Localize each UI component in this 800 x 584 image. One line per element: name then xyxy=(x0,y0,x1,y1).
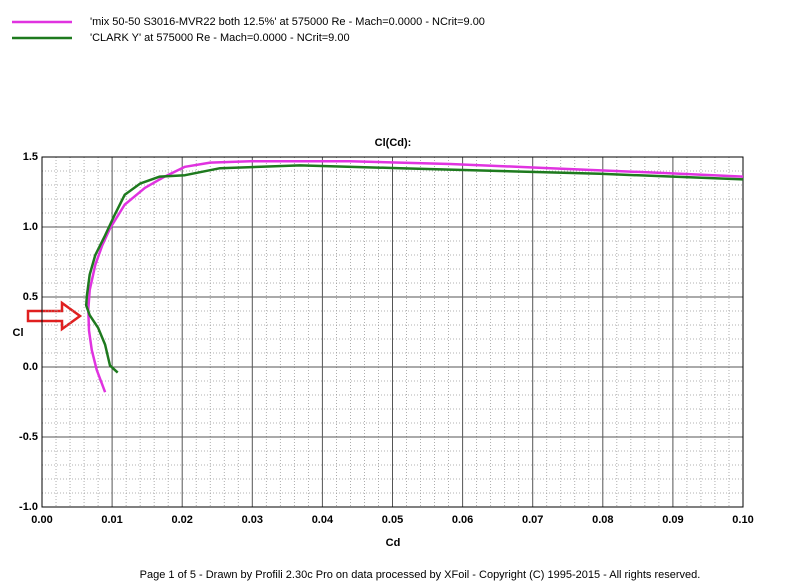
y-tick-label: 0.0 xyxy=(23,361,38,373)
x-tick-label: 0.03 xyxy=(242,514,263,526)
legend-label: 'mix 50-50 S3016-MVR22 both 12.5%' at 57… xyxy=(90,16,485,28)
legend-label: 'CLARK Y' at 575000 Re - Mach=0.0000 - N… xyxy=(90,32,350,44)
chart-title: Cl(Cd): xyxy=(375,137,412,149)
x-tick-label: 0.00 xyxy=(31,514,52,526)
x-tick-label: 0.02 xyxy=(171,514,192,526)
y-tick-label: -0.5 xyxy=(19,431,38,443)
y-tick-label: 1.0 xyxy=(23,221,38,233)
arrow-annotation xyxy=(26,300,83,332)
y-tick-label: 0.5 xyxy=(23,291,38,303)
series-line xyxy=(87,159,744,393)
y-axis-label: Cl xyxy=(13,327,24,339)
x-tick-label: 0.01 xyxy=(101,514,122,526)
x-tick-label: 0.04 xyxy=(312,514,334,526)
plot-frame xyxy=(41,156,744,508)
x-tick-label: 0.09 xyxy=(662,514,683,526)
y-tick-label: 1.5 xyxy=(23,151,38,163)
x-axis-label: Cd xyxy=(386,537,401,549)
x-tick-label: 0.07 xyxy=(522,514,543,526)
x-tick-label: 0.05 xyxy=(382,514,403,526)
y-tick-label: -1.0 xyxy=(19,501,38,513)
x-tick-label: 0.10 xyxy=(732,514,753,526)
x-tick-label: 0.06 xyxy=(452,514,473,526)
footer: Page 1 of 5 - Drawn by Profili 2.30c Pro… xyxy=(140,569,701,581)
x-tick-label: 0.08 xyxy=(592,514,613,526)
series-line xyxy=(84,164,744,374)
